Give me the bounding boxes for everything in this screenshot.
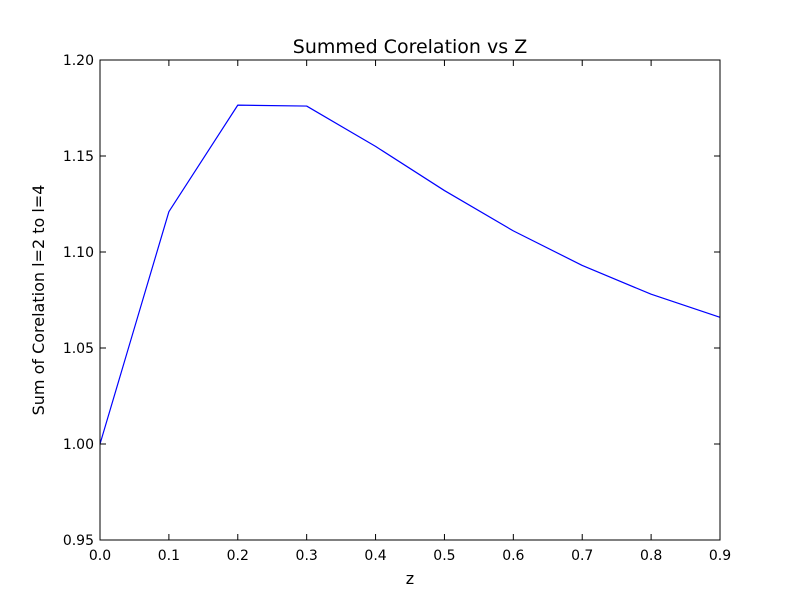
x-axis-title: z — [406, 569, 414, 588]
x-tick-label: 0.3 — [296, 548, 318, 564]
x-tick-label: 0.2 — [227, 548, 249, 564]
plot-frame — [99, 59, 721, 541]
x-tick-label: 0.5 — [433, 548, 455, 564]
y-tick-label: 1.15 — [63, 149, 94, 165]
y-tick-label: 1.10 — [63, 245, 94, 261]
y-tick-label: 1.20 — [63, 53, 94, 69]
y-tick-label: 1.00 — [63, 437, 94, 453]
x-tick-label: 0.7 — [571, 548, 593, 564]
x-tick-label: 0.8 — [640, 548, 662, 564]
x-tick-label: 0.0 — [89, 548, 111, 564]
x-tick-label: 0.4 — [364, 548, 386, 564]
y-axis-title: Sum of Corelation l=2 to l=4 — [29, 185, 48, 416]
x-tick-label: 0.9 — [709, 548, 731, 564]
chart-title: Summed Corelation vs Z — [293, 36, 527, 58]
y-tick-label: 0.95 — [63, 533, 94, 549]
x-tick-label: 0.1 — [158, 548, 180, 564]
y-tick-label: 1.05 — [63, 341, 94, 357]
plot-area: 0.0 0.1 0.2 0.3 0.4 0.5 0.6 0.7 0.8 0.9 0.95 1.00 1.… — [63, 53, 731, 564]
series-line-0 — [99, 104, 721, 445]
x-tick-label: 0.6 — [502, 548, 524, 564]
